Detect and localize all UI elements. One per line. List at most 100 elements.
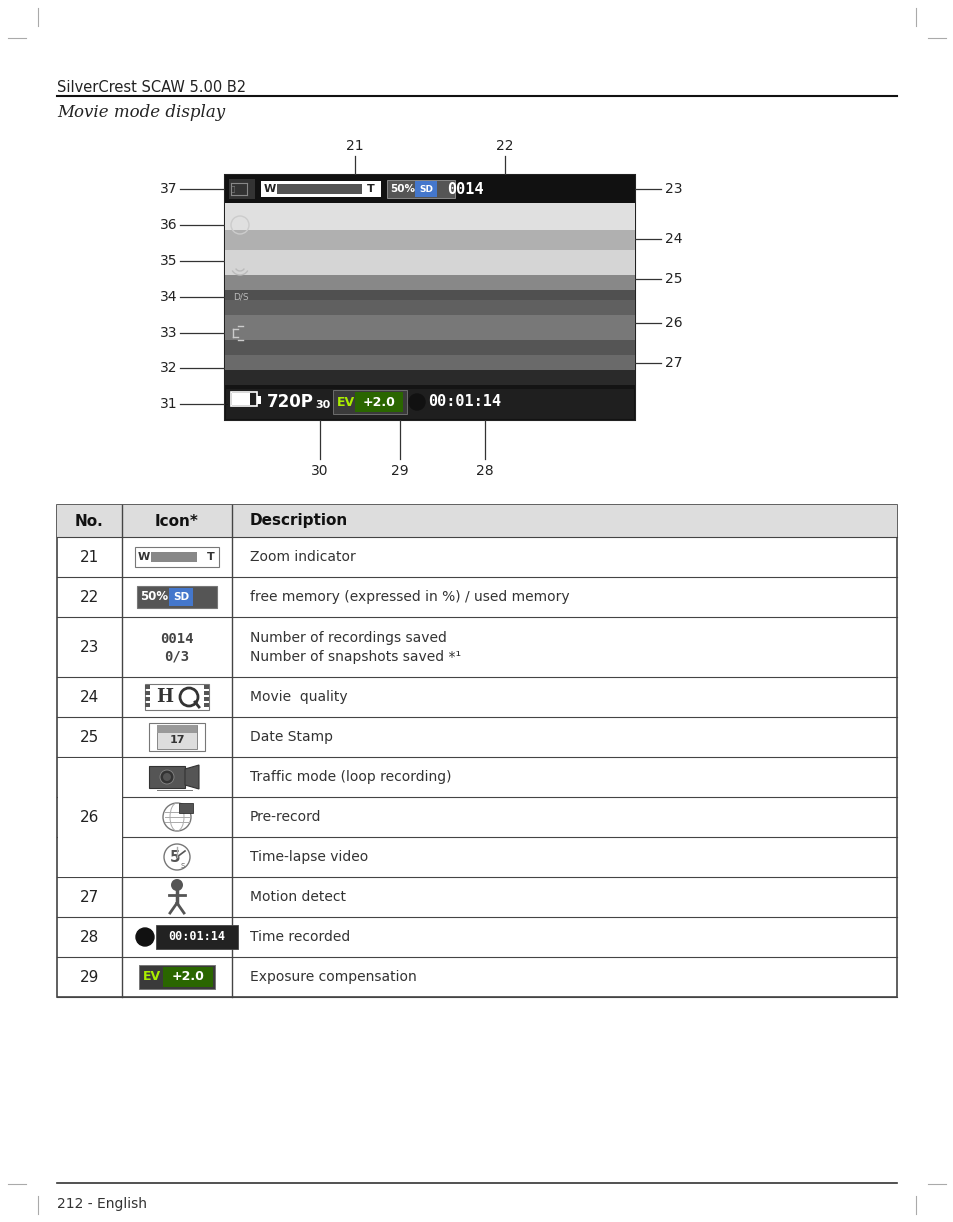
Bar (156, 925, 237, 949)
Text: 30: 30 (311, 464, 329, 478)
Text: 21: 21 (346, 139, 363, 153)
Bar (204, 686, 209, 689)
Circle shape (409, 393, 424, 411)
Text: Time-lapse video: Time-lapse video (250, 851, 368, 864)
Text: 23: 23 (664, 182, 681, 196)
Bar (225, 175, 635, 189)
Text: W: W (264, 185, 276, 194)
Text: Number of recordings saved: Number of recordings saved (250, 631, 446, 645)
Text: 0014: 0014 (160, 632, 193, 646)
Text: W: W (138, 552, 150, 562)
Text: 25: 25 (80, 730, 99, 744)
Bar (139, 965, 214, 989)
Text: Description: Description (250, 513, 348, 528)
Text: SD: SD (418, 185, 433, 193)
Text: Motion detect: Motion detect (250, 890, 346, 904)
Text: Number of snapshots saved *¹: Number of snapshots saved *¹ (250, 650, 460, 664)
Text: 23: 23 (80, 639, 99, 655)
Bar (225, 275, 635, 290)
Bar (229, 178, 254, 199)
Bar (225, 340, 635, 356)
Text: Icon*: Icon* (155, 513, 199, 528)
Bar (415, 181, 436, 197)
Text: Traffic mode (loop recording): Traffic mode (loop recording) (250, 770, 451, 785)
Text: 212 - English: 212 - English (57, 1198, 147, 1211)
Bar (225, 251, 635, 275)
Text: 24: 24 (664, 232, 681, 246)
Text: 50%: 50% (390, 185, 415, 194)
Text: 35: 35 (160, 254, 177, 268)
Text: 21: 21 (80, 550, 99, 565)
Bar (225, 189, 635, 203)
Text: 17: 17 (169, 734, 185, 745)
Circle shape (163, 803, 191, 831)
Text: T: T (207, 552, 214, 562)
Bar (225, 203, 635, 230)
Text: D/S: D/S (233, 292, 249, 302)
Circle shape (171, 879, 183, 891)
Bar (204, 703, 209, 708)
Circle shape (136, 927, 153, 946)
Text: Exposure compensation: Exposure compensation (250, 970, 416, 984)
Text: 26: 26 (80, 809, 99, 825)
Bar (225, 299, 635, 315)
Bar (355, 392, 402, 412)
Bar (225, 315, 635, 340)
Bar (204, 697, 209, 701)
Bar (232, 393, 250, 404)
Bar (387, 180, 455, 198)
Text: 29: 29 (80, 969, 99, 985)
Text: 0014: 0014 (447, 182, 483, 197)
Bar (163, 967, 213, 987)
Bar (151, 552, 196, 562)
Text: EV: EV (336, 396, 355, 408)
Bar (231, 392, 256, 406)
Text: s: s (181, 860, 185, 870)
Bar (276, 185, 361, 194)
Bar (58, 758, 122, 877)
Bar (149, 723, 205, 752)
Text: free memory (expressed in %) / used memory: free memory (expressed in %) / used memo… (250, 590, 569, 604)
Text: 30: 30 (314, 400, 330, 411)
Text: 28: 28 (80, 930, 99, 945)
Bar (256, 396, 261, 404)
Circle shape (164, 844, 190, 870)
Text: +2.0: +2.0 (362, 396, 395, 408)
Text: SilverCrest SCAW 5.00 B2: SilverCrest SCAW 5.00 B2 (57, 79, 246, 95)
Bar (204, 690, 209, 695)
Text: 0/3: 0/3 (164, 650, 190, 664)
Text: 00:01:14: 00:01:14 (169, 930, 225, 943)
Bar (157, 725, 196, 733)
Bar (145, 684, 209, 710)
Bar (149, 766, 185, 788)
Text: 27: 27 (80, 890, 99, 904)
Bar (58, 798, 122, 799)
Text: H: H (156, 688, 173, 706)
Text: Movie mode display: Movie mode display (57, 104, 225, 121)
Bar (225, 175, 635, 420)
Bar (169, 588, 193, 606)
Bar (225, 230, 635, 251)
Text: 00:01:14: 00:01:14 (428, 395, 500, 409)
Text: +2.0: +2.0 (172, 970, 204, 984)
Bar (145, 703, 150, 708)
Text: 25: 25 (664, 273, 681, 286)
Text: Zoom indicator: Zoom indicator (250, 550, 355, 565)
Bar (225, 356, 635, 370)
Text: Movie  quality: Movie quality (250, 690, 347, 704)
Bar (225, 290, 635, 299)
Bar (57, 505, 896, 536)
Text: 32: 32 (160, 360, 177, 375)
Bar (225, 385, 635, 420)
Text: 37: 37 (160, 182, 177, 196)
Text: Time recorded: Time recorded (250, 930, 350, 945)
Text: Date Stamp: Date Stamp (250, 730, 333, 744)
Bar (179, 803, 193, 813)
Text: 24: 24 (80, 689, 99, 705)
Text: 31: 31 (160, 397, 177, 411)
Text: 28: 28 (476, 464, 494, 478)
Bar (135, 547, 219, 567)
Text: 34: 34 (160, 290, 177, 304)
Bar (145, 690, 150, 695)
Bar (57, 505, 896, 997)
